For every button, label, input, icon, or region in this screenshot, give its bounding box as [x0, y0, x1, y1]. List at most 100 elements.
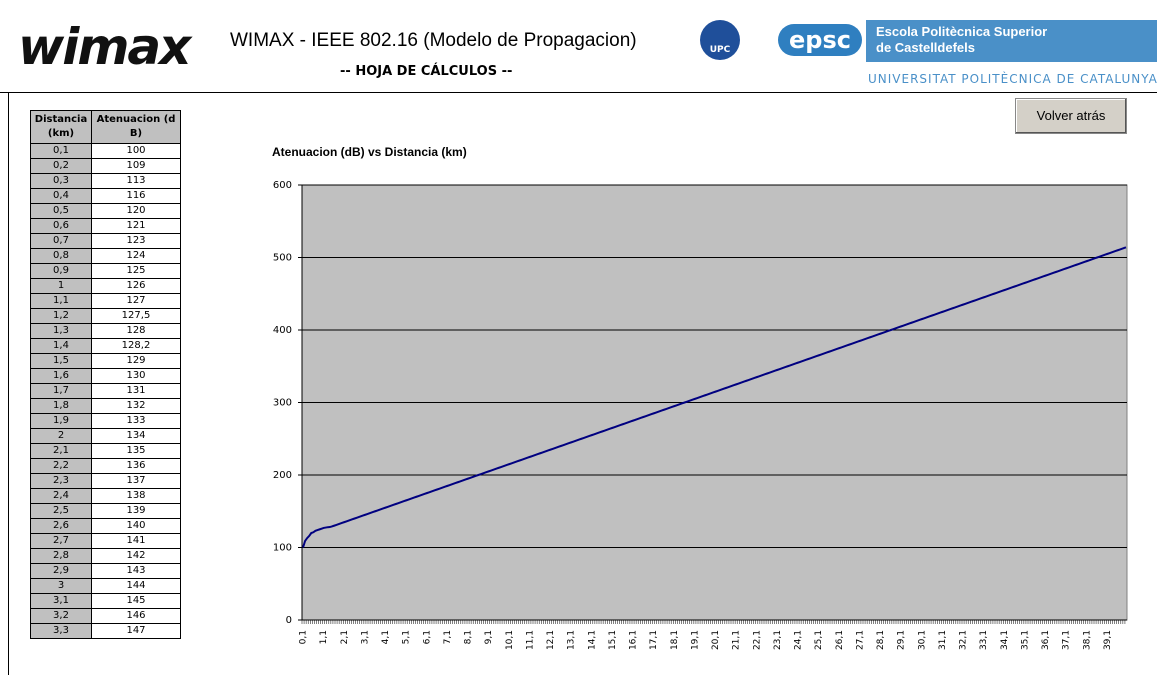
y-tick-label: 100 — [273, 543, 292, 554]
table-cell: 3,3 — [30, 623, 92, 639]
x-tick-label: 4,1 — [381, 630, 391, 644]
x-tick-label: 17,1 — [649, 630, 659, 650]
x-tick-label: 1,1 — [319, 630, 329, 644]
x-tick-label: 10,1 — [505, 630, 515, 650]
table-row: 0,8 124 — [30, 248, 181, 264]
table-row: 1,9 133 — [30, 413, 181, 429]
table-cell: 137 — [91, 473, 181, 489]
table-cell: 134 — [91, 428, 181, 444]
divider — [0, 92, 1157, 93]
x-tick-label: 26,1 — [835, 630, 845, 650]
x-tick-label: 18,1 — [670, 630, 680, 650]
table-cell: 1,5 — [30, 353, 92, 369]
table-cell: 130 — [91, 368, 181, 384]
table-row: 2 134 — [30, 428, 181, 444]
table-cell: 2,1 — [30, 443, 92, 459]
table-cell: 139 — [91, 503, 181, 519]
x-tick-label: 15,1 — [608, 630, 618, 650]
table-cell: 141 — [91, 533, 181, 549]
column-header: Distancia (km) — [30, 110, 92, 144]
table-cell: 2 — [30, 428, 92, 444]
table-row: 1,2 127,5 — [30, 308, 181, 324]
table-cell: 138 — [91, 488, 181, 504]
table-cell: 145 — [91, 593, 181, 609]
table-row: 0,2 109 — [30, 158, 181, 174]
table-row: 0,5 120 — [30, 203, 181, 219]
table-row: 1,3 128 — [30, 323, 181, 339]
table-row: 3,1 145 — [30, 593, 181, 609]
table-cell: 132 — [91, 398, 181, 414]
table-cell: 1,9 — [30, 413, 92, 429]
wimax-logo: wimax — [18, 18, 191, 76]
table-row: 2,4 138 — [30, 488, 181, 504]
x-tick-label: 9,1 — [484, 630, 494, 644]
table-cell: 1,7 — [30, 383, 92, 399]
table-cell: 131 — [91, 383, 181, 399]
table-cell: 126 — [91, 278, 181, 294]
table-cell: 121 — [91, 218, 181, 234]
x-tick-label: 22,1 — [752, 630, 762, 650]
table-cell: 142 — [91, 548, 181, 564]
table-row: 1 126 — [30, 278, 181, 294]
x-tick-label: 30,1 — [917, 630, 927, 650]
back-button[interactable]: Volver atrás — [1015, 98, 1127, 134]
table-cell: 2,4 — [30, 488, 92, 504]
table-cell: 133 — [91, 413, 181, 429]
table-cell: 1,4 — [30, 338, 92, 354]
x-tick-label: 21,1 — [732, 630, 742, 650]
school-line: de Castelldefels — [876, 40, 975, 55]
table-cell: 0,6 — [30, 218, 92, 234]
table-cell: 127,5 — [91, 308, 181, 324]
table-row: 0,4 116 — [30, 188, 181, 204]
table-row: 1,1 127 — [30, 293, 181, 309]
x-tick-label: 13,1 — [567, 630, 577, 650]
x-tick-label: 5,1 — [402, 630, 412, 644]
table-row: 1,7 131 — [30, 383, 181, 399]
data-line — [302, 246, 1127, 548]
sheet-subtitle: -- HOJA DE CÁLCULOS -- — [340, 64, 513, 79]
table-cell: 123 — [91, 233, 181, 249]
table-row: 3,3 147 — [30, 623, 181, 639]
table-row: 1,4 128,2 — [30, 338, 181, 354]
table-cell: 0,4 — [30, 188, 92, 204]
table-cell: 124 — [91, 248, 181, 264]
table-cell: 120 — [91, 203, 181, 219]
x-tick-label: 3,1 — [360, 630, 370, 644]
x-tick-label: 29,1 — [897, 630, 907, 650]
table-cell: 128,2 — [91, 338, 181, 354]
table-row: 2,7 141 — [30, 533, 181, 549]
table-cell: 2,3 — [30, 473, 92, 489]
x-tick-label: 14,1 — [587, 630, 597, 650]
x-tick-label: 20,1 — [711, 630, 721, 650]
university-name: UNIVERSITAT POLITÈCNICA DE CATALUNYA — [868, 72, 1157, 86]
y-tick-label: 400 — [273, 325, 292, 336]
table-cell: 1,8 — [30, 398, 92, 414]
table-cell: 3,1 — [30, 593, 92, 609]
table-row: 2,2 136 — [30, 458, 181, 474]
x-tick-label: 31,1 — [938, 630, 948, 650]
table-row: 0,3 113 — [30, 173, 181, 189]
divider — [8, 92, 9, 675]
x-tick-label: 16,1 — [629, 630, 639, 650]
x-tick-label: 12,1 — [546, 630, 556, 650]
school-banner: Escola Politècnica Superior de Castelldef… — [866, 20, 1157, 62]
table-cell: 0,9 — [30, 263, 92, 279]
table-row: 1,6 130 — [30, 368, 181, 384]
x-tick-label: 32,1 — [959, 630, 969, 650]
table-cell: 146 — [91, 608, 181, 624]
y-tick-label: 600 — [273, 180, 292, 191]
y-tick-label: 300 — [273, 398, 292, 409]
x-tick-label: 36,1 — [1041, 630, 1051, 650]
x-tick-label: 35,1 — [1020, 630, 1030, 650]
table-row: 1,5 129 — [30, 353, 181, 369]
table-cell: 0,1 — [30, 143, 92, 159]
table-row: 2,9 143 — [30, 563, 181, 579]
table-cell: 2,9 — [30, 563, 92, 579]
data-table: Distancia (km) Atenuacion (dB) 0,1 100 0,2 1… — [30, 110, 181, 639]
table-cell: 147 — [91, 623, 181, 639]
table-cell: 1,3 — [30, 323, 92, 339]
table-row: 3 144 — [30, 578, 181, 594]
x-tick-label: 6,1 — [422, 630, 432, 644]
